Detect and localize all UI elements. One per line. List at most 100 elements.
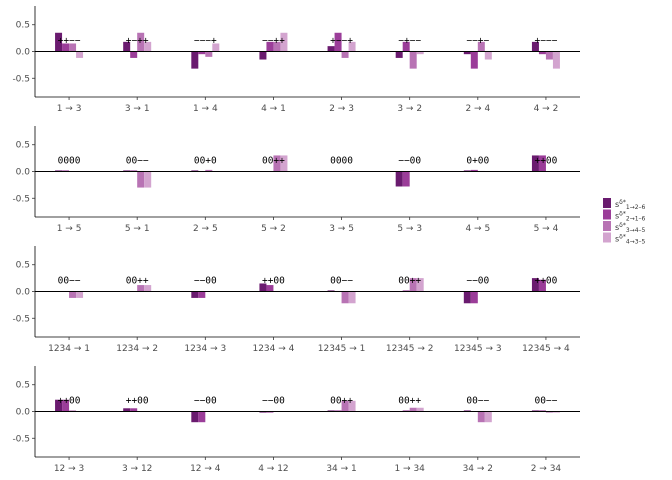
bar [531, 278, 539, 292]
bar [341, 291, 349, 304]
bar [62, 399, 70, 412]
legend-label: sδ*3→4–5 [615, 222, 646, 234]
bar-annotation: 00−− [330, 275, 353, 286]
bar [409, 51, 417, 69]
bar [484, 51, 492, 60]
bar [552, 51, 560, 69]
bar-annotation: −−++ [262, 35, 285, 46]
bar-annotation: 00++ [398, 275, 421, 286]
bar [62, 43, 70, 52]
x-tick-label: 3 → 2 [397, 104, 422, 114]
bar [55, 399, 63, 412]
bar [531, 155, 539, 172]
bar [327, 290, 335, 292]
y-tick-label: -0.5 [12, 74, 30, 84]
bar-annotation: 00++ [398, 395, 421, 406]
bar-annotation: ++00 [126, 395, 149, 406]
legend-swatch [603, 232, 611, 243]
bar [334, 32, 342, 52]
legend-swatch [603, 209, 611, 220]
bar-annotation: 00++ [262, 155, 285, 166]
bar [341, 51, 349, 58]
bar [341, 400, 349, 412]
x-tick-label: 4 → 12 [258, 464, 288, 474]
legend-swatch [603, 221, 611, 231]
x-tick-label: 34 → 2 [463, 464, 493, 474]
bar [76, 51, 84, 58]
bar [334, 410, 342, 412]
bar [327, 410, 335, 412]
bar [545, 411, 553, 413]
bar [477, 411, 485, 423]
bar [531, 41, 539, 52]
bar [484, 411, 492, 423]
legend-swatch [603, 198, 611, 208]
x-tick-label: 5 → 3 [397, 224, 422, 234]
x-tick-label: 1234 → 4 [252, 344, 294, 354]
legend-label: sδ*1→2–6 [615, 199, 646, 211]
bar-annotation: 00−− [58, 275, 81, 286]
x-tick-label: 5 → 4 [534, 224, 559, 234]
bar [402, 290, 410, 292]
x-tick-label: 2 → 4 [465, 104, 490, 114]
bar [76, 291, 84, 298]
bar [463, 170, 471, 172]
x-tick-label: 12345 → 4 [522, 344, 570, 354]
bar [470, 291, 478, 304]
x-tick-label: 34 → 1 [326, 464, 356, 474]
bar [198, 291, 206, 298]
x-tick-label: 12 → 4 [190, 464, 221, 474]
y-tick-label: -0.5 [12, 434, 30, 444]
bar [395, 51, 403, 58]
bar [259, 411, 267, 413]
bar [137, 32, 145, 52]
bar-annotation: −−00 [194, 275, 217, 286]
bar [531, 410, 539, 412]
bar [191, 291, 199, 298]
bar [69, 410, 77, 412]
bar [463, 291, 471, 304]
x-tick-label: 1234 → 2 [116, 344, 158, 354]
bar [198, 51, 206, 55]
x-tick-label: 4 → 2 [534, 104, 559, 114]
bar [130, 170, 138, 172]
bar-annotation: +−++ [126, 35, 149, 46]
x-tick-label: 12345 → 2 [386, 344, 434, 354]
x-tick-label: 2 → 3 [329, 104, 354, 114]
bar-annotation: ++00 [534, 155, 557, 166]
bar [266, 285, 274, 292]
bar-annotation: 00++ [330, 395, 353, 406]
bar-annotation: 0+00 [466, 155, 489, 166]
y-tick-label: -0.5 [12, 314, 30, 324]
bar [416, 278, 424, 292]
bar [123, 408, 131, 412]
x-tick-label: 3 → 12 [122, 464, 152, 474]
x-tick-label: 1234 → 1 [48, 344, 90, 354]
bar [538, 155, 546, 172]
bar [273, 41, 281, 52]
bar-annotation: 00−− [126, 155, 149, 166]
bar [191, 170, 199, 172]
legend-label: sδ*4→3–5 [615, 234, 646, 246]
bar [144, 285, 152, 292]
bar-annotation: −−00 [466, 275, 489, 286]
bar [545, 51, 553, 60]
legend-label: sδ*2→1–6 [615, 211, 646, 223]
bar [280, 155, 288, 172]
bar-annotation: −−00 [194, 395, 217, 406]
bar [212, 43, 220, 52]
x-tick-label: 12 → 3 [54, 464, 84, 474]
bar [348, 291, 356, 304]
bar [402, 41, 410, 52]
y-tick-label: -0.5 [12, 194, 30, 204]
x-tick-label: 1 → 3 [57, 104, 82, 114]
y-tick-label: 0.0 [16, 288, 31, 298]
bar [69, 43, 77, 52]
bar-annotation: −−00 [398, 155, 421, 166]
bar-annotation: ++00 [534, 275, 557, 286]
y-tick-label: 0.0 [16, 408, 31, 418]
bar [259, 51, 267, 60]
y-tick-label: 0.5 [16, 141, 30, 151]
bar [137, 285, 145, 292]
bar [55, 170, 63, 172]
